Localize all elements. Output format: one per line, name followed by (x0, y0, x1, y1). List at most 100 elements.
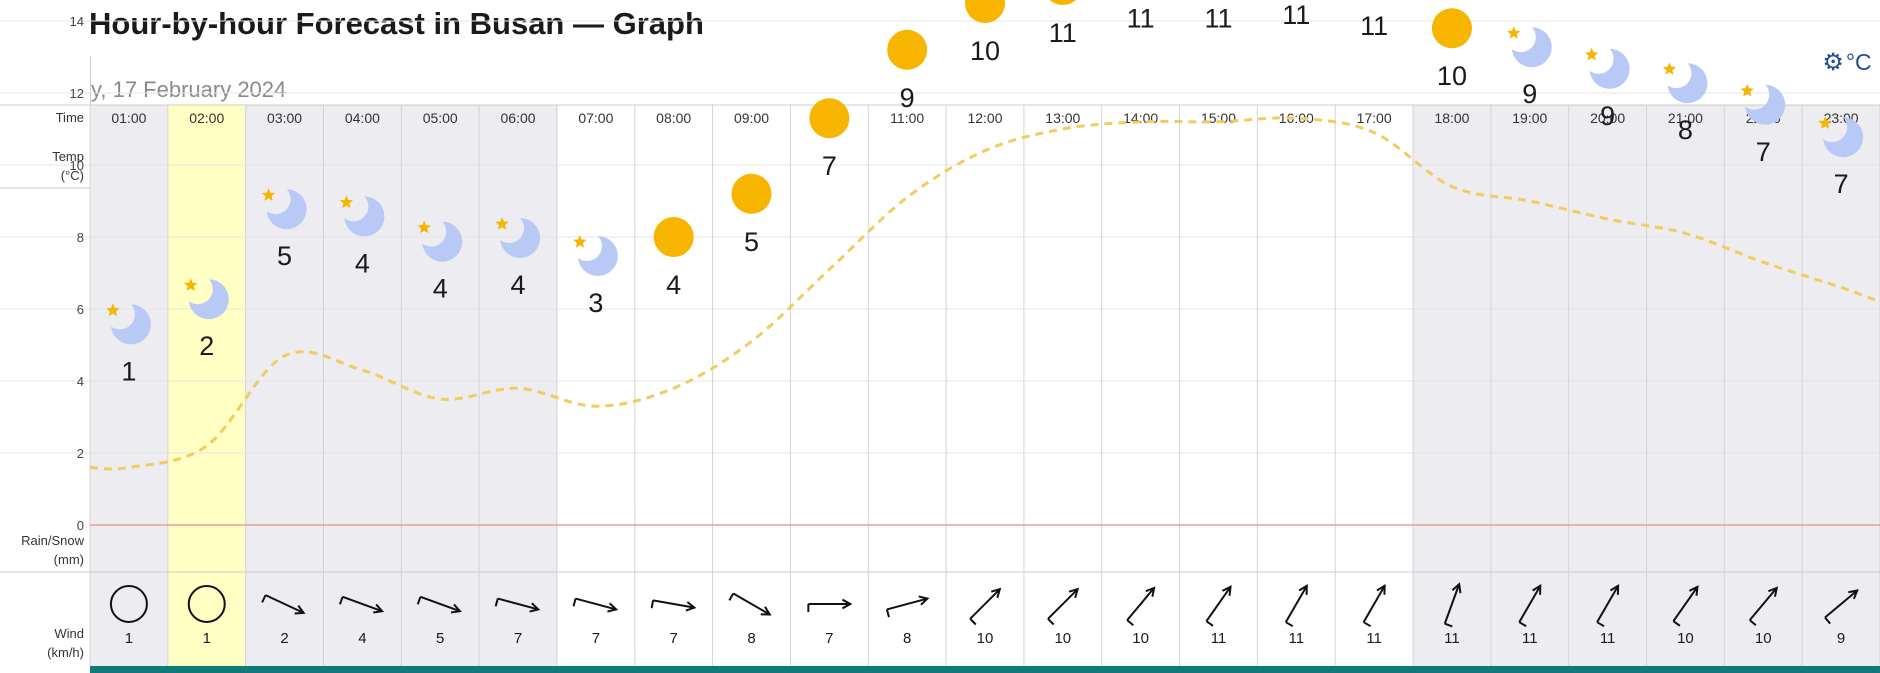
hour-label: 04:00 (345, 110, 380, 126)
temperature-label: 9 (1600, 101, 1615, 131)
moon-shape (1745, 84, 1786, 125)
hour-label: 01:00 (111, 110, 146, 126)
wind-speed-label: 2 (280, 630, 288, 647)
temperature-label: 5 (277, 241, 292, 271)
wind-arrow-icon (1672, 585, 1699, 627)
wind-speed-label: 7 (825, 630, 833, 647)
column-background (1646, 105, 1725, 666)
wind-tail (650, 600, 654, 609)
star-icon (339, 195, 353, 209)
hour-label: 05:00 (423, 110, 458, 126)
wind-shaft (969, 588, 1001, 620)
wind-shaft (342, 595, 383, 613)
wind-head (1532, 584, 1542, 595)
wind-arrow-icon (969, 587, 1002, 626)
wind-tail (885, 609, 890, 618)
wind-head (1451, 582, 1462, 594)
wind-speed-label: 8 (747, 630, 755, 647)
wind-speed-label: 4 (358, 630, 366, 647)
wind-tail (1285, 621, 1294, 628)
wind-shaft (1748, 587, 1778, 621)
y-tick-label: 2 (77, 446, 84, 461)
moon-shape (1589, 48, 1630, 89)
wind-head (607, 602, 619, 613)
hour-label: 16:00 (1279, 110, 1314, 126)
temperature-label: 11 (1282, 0, 1310, 30)
hour-label: 17:00 (1357, 110, 1392, 126)
header-divider (90, 56, 91, 105)
unit-toggle-button[interactable]: ⚙ °C (1814, 48, 1880, 76)
wind-head (1768, 586, 1779, 597)
wind-shaft (497, 597, 539, 611)
temperature-label: 11 (1204, 4, 1232, 34)
wind-tail (338, 596, 344, 605)
temperature-label: 1 (121, 356, 136, 386)
hour-label: 19:00 (1512, 110, 1547, 126)
wind-speed-label: 8 (903, 630, 911, 647)
calm-circle-icon (109, 585, 148, 623)
column-background (245, 105, 324, 666)
wind-tail (1363, 621, 1372, 628)
moon-icon (261, 188, 307, 230)
wind-speed-label: 11 (1444, 630, 1460, 647)
wind-tail (572, 598, 577, 607)
hour-label: 12:00 (967, 110, 1002, 126)
moon-icon (1740, 83, 1786, 125)
wind-head (1068, 587, 1080, 599)
wind-tail (1126, 619, 1134, 626)
y-tick-label: 6 (77, 302, 84, 317)
wind-speed-label: 10 (1054, 630, 1071, 647)
sun-icon (731, 173, 772, 214)
moon-icon (1585, 47, 1630, 89)
hour-labels: 01:00 02:00 03:00 04:00 05:00 06:00 07:00 08:00… (111, 110, 1858, 126)
wind-speed-label: 7 (514, 630, 522, 647)
wind-shaft (732, 592, 771, 616)
temperature-label: 4 (666, 270, 681, 300)
column-backgrounds (90, 105, 1880, 666)
temperature-label: 10 (970, 36, 1000, 66)
star-icon (184, 278, 198, 291)
wind-speed-label: 7 (670, 630, 678, 647)
moon-shape (344, 196, 385, 237)
moon-shape (1667, 63, 1708, 104)
wind-head (450, 603, 462, 614)
wind-head (1688, 585, 1699, 596)
wind-speed-label: 10 (1677, 630, 1694, 647)
y-tick-label: 12 (70, 86, 84, 101)
sun-icon (1431, 8, 1472, 49)
temperature-label: 11 (1127, 4, 1155, 34)
wind-unit-label: (km/h) (47, 645, 84, 660)
wind-tail (1596, 621, 1605, 628)
wind-head (373, 603, 385, 614)
unit-label: °C (1845, 48, 1872, 75)
moon-icon (106, 303, 151, 345)
temperature-label: 10 (1437, 61, 1467, 91)
column-background (167, 105, 246, 666)
moon-shape (577, 236, 618, 276)
forecast-date: y, 17 February 2024 (91, 77, 287, 102)
wind-tail (416, 596, 422, 605)
hour-label: 13:00 (1045, 110, 1080, 126)
wind-shaft (1824, 589, 1858, 619)
wind-head (760, 606, 772, 616)
wind-arrow-icon (261, 594, 306, 615)
wind-tail (1749, 619, 1757, 626)
moon-icon (573, 235, 618, 276)
wind-head (1145, 586, 1156, 597)
wind-shaft (1362, 585, 1386, 623)
column-background (479, 105, 557, 666)
wind-speed-label: 11 (1522, 630, 1538, 647)
wind-arrow-icon (885, 595, 930, 618)
star-icon (1818, 116, 1832, 129)
wind-arrow-icon (187, 585, 226, 623)
temperature-label: 3 (588, 288, 603, 318)
temperature-label: 9 (900, 83, 915, 113)
wind-arrow-icon (1596, 584, 1620, 628)
wind-shaft (1518, 585, 1542, 623)
wind-arrow-icon (338, 595, 385, 614)
wind-arrow-icon (807, 598, 853, 612)
wind-arrow-icon (1824, 589, 1859, 625)
sun-icon (653, 217, 694, 257)
